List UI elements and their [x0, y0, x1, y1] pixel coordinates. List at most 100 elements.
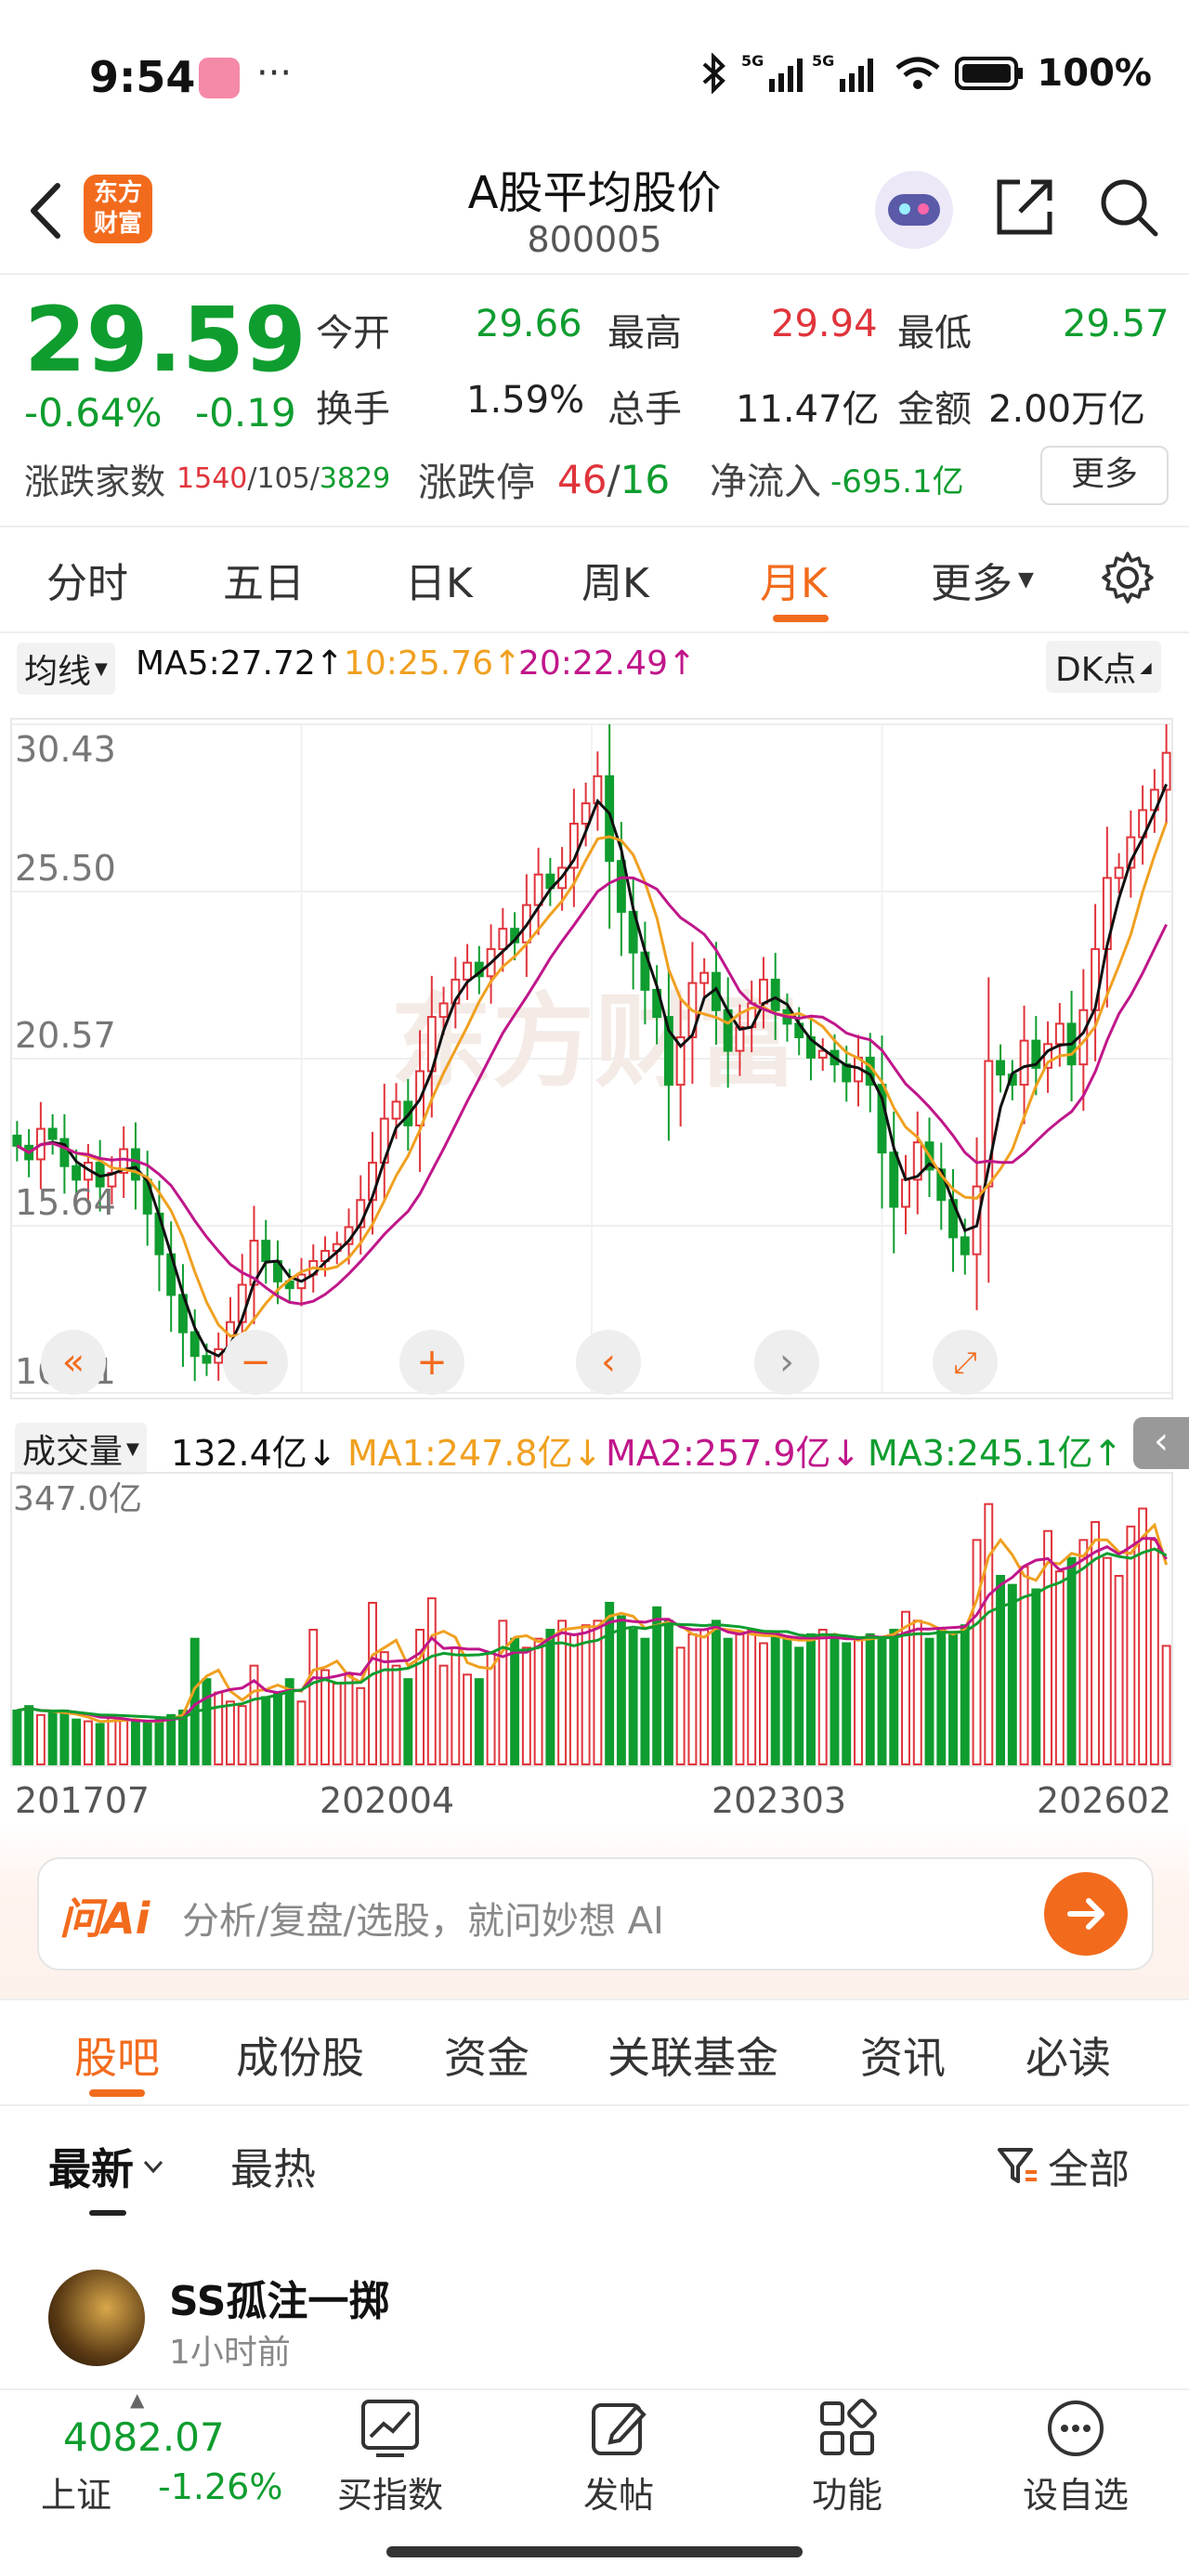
- filter-button[interactable]: 全部: [994, 2136, 1130, 2195]
- ai-avatar-icon[interactable]: [875, 171, 953, 249]
- volume-bar: [758, 1642, 768, 1765]
- tab-daily-k[interactable]: 日K: [405, 560, 473, 607]
- x-tick-label: 202602: [1037, 1780, 1171, 1820]
- grid-apps-icon: [820, 2399, 877, 2455]
- volume-bar: [1054, 1570, 1065, 1765]
- index-name[interactable]: 上证: [41, 2475, 112, 2516]
- more-button[interactable]: 更多: [1040, 446, 1169, 505]
- fullscreen-icon[interactable]: ⤢: [933, 1330, 998, 1395]
- functions-label: 功能: [811, 2475, 882, 2516]
- buy-index-button[interactable]: 买指数: [316, 2396, 464, 2517]
- tab-funds-flow[interactable]: 资金: [444, 2033, 529, 2083]
- volume-bar: [901, 1610, 910, 1765]
- more-dots-circle-icon: [1048, 2400, 1104, 2456]
- tab-intraday[interactable]: 分时: [46, 560, 128, 607]
- down-count: 3829: [319, 462, 391, 495]
- kline-candles: [12, 724, 1171, 1382]
- ai-input-box[interactable]: 问Ai 分析/复盘/选股，就问妙想 AI: [37, 1857, 1154, 1971]
- index-value[interactable]: 4082.07: [63, 2414, 225, 2460]
- share-icon[interactable]: [992, 175, 1057, 240]
- volume-ma3-line: [17, 1547, 1168, 1720]
- tab-more[interactable]: 更多 ▼: [931, 550, 1034, 609]
- volume-ma1: MA1:247.8亿↓: [347, 1433, 603, 1474]
- dropdown-triangle-icon: ▼: [95, 658, 108, 679]
- volume-bar: [842, 1642, 852, 1765]
- dk-point-toggle[interactable]: DK点 ◢: [1046, 641, 1161, 693]
- volume-bar: [830, 1637, 840, 1765]
- tab-constituents[interactable]: 成份股: [236, 2033, 364, 2083]
- index-change[interactable]: -1.26%: [158, 2466, 283, 2507]
- sort-newest[interactable]: 最新: [48, 2136, 167, 2197]
- volume-bar: [593, 1620, 603, 1765]
- volume-bar: [806, 1633, 816, 1765]
- candle: [817, 1049, 828, 1059]
- filter-label: 全部: [1048, 2146, 1130, 2193]
- volume-bar: [47, 1711, 58, 1765]
- ma20-line: [16, 876, 1168, 1306]
- volume-bar: [699, 1629, 710, 1765]
- volume-bar: [1066, 1556, 1077, 1765]
- candle: [1114, 866, 1124, 879]
- status-bar: 9:54 ··· 5G 5G 100%: [0, 0, 1189, 149]
- back-icon[interactable]: [22, 178, 69, 243]
- volume-bar: [652, 1606, 662, 1765]
- volume-bar: [214, 1691, 224, 1766]
- ma5-value: MA5:27.72↑: [136, 644, 344, 683]
- volume-bar: [426, 1597, 437, 1765]
- scroll-left-button[interactable]: ‹: [576, 1330, 641, 1395]
- add-watchlist-button[interactable]: 设自选: [1001, 2396, 1150, 2517]
- volume-bar: [984, 1503, 994, 1766]
- rewind-button[interactable]: «: [41, 1330, 106, 1395]
- ai-submit-arrow-icon[interactable]: [1044, 1872, 1128, 1956]
- tab-guba[interactable]: 股吧: [74, 2033, 160, 2083]
- svg-text:5G: 5G: [741, 53, 764, 70]
- tab-must-read[interactable]: 必读: [1026, 2033, 1111, 2083]
- status-time: 9:54: [89, 52, 196, 102]
- zoom-in-button[interactable]: +: [399, 1330, 464, 1395]
- tab-monthly-k[interactable]: 月K: [760, 560, 828, 607]
- tab-related-funds[interactable]: 关联基金: [608, 2033, 778, 2083]
- volume-bar: [948, 1633, 958, 1765]
- flat-count: 105: [256, 462, 310, 495]
- x-tick-label: 202004: [320, 1780, 454, 1820]
- zoom-out-button[interactable]: −: [223, 1330, 288, 1395]
- sort-indicator: [89, 2210, 126, 2216]
- ai-input-placeholder[interactable]: 分析/复盘/选股，就问妙想 AI: [182, 1900, 664, 1943]
- volume-bar: [936, 1629, 947, 1765]
- functions-button[interactable]: 功能: [773, 2396, 921, 2517]
- candle: [1031, 1039, 1041, 1069]
- candle: [59, 1138, 70, 1167]
- volume-bar: [273, 1691, 282, 1766]
- post-username[interactable]: SS孤注一掷: [169, 2278, 390, 2325]
- ma-selector[interactable]: 均线 ▼: [17, 643, 115, 695]
- volume-bar: [687, 1633, 698, 1765]
- search-icon[interactable]: [1096, 175, 1161, 240]
- volume-selector[interactable]: 成交量 ▼: [15, 1423, 147, 1475]
- svg-text:5G: 5G: [812, 53, 834, 70]
- wifi-icon: [895, 57, 941, 89]
- settings-gear-icon[interactable]: [1100, 550, 1156, 605]
- tab-weekly-k[interactable]: 周K: [581, 560, 649, 607]
- avatar[interactable]: [48, 2270, 145, 2366]
- battery-icon: [955, 57, 1024, 90]
- volume-bar: [640, 1637, 650, 1765]
- scroll-right-button[interactable]: ›: [754, 1330, 819, 1395]
- robot-face-icon: [888, 194, 940, 226]
- change-value: -0.19: [195, 390, 296, 436]
- post-button[interactable]: 发帖: [544, 2396, 693, 2517]
- tab-five-day[interactable]: 五日: [223, 560, 305, 607]
- status-indicators: 5G 5G 100%: [700, 52, 1152, 95]
- volume-bar: [581, 1624, 591, 1765]
- filter-icon: [998, 2148, 1037, 2183]
- ai-brand-logo: 问Ai: [59, 1893, 150, 1944]
- sort-hottest[interactable]: 最热: [230, 2144, 316, 2194]
- volume-bar: [1149, 1539, 1159, 1766]
- candle: [581, 802, 591, 825]
- collapse-panel-button[interactable]: ‹: [1133, 1417, 1189, 1469]
- candle: [47, 1127, 58, 1140]
- dk-label: DK点: [1055, 651, 1137, 689]
- signal-icon: 5G 5G: [741, 53, 874, 92]
- volume-bar: [889, 1629, 899, 1765]
- tab-news[interactable]: 资讯: [860, 2033, 946, 2083]
